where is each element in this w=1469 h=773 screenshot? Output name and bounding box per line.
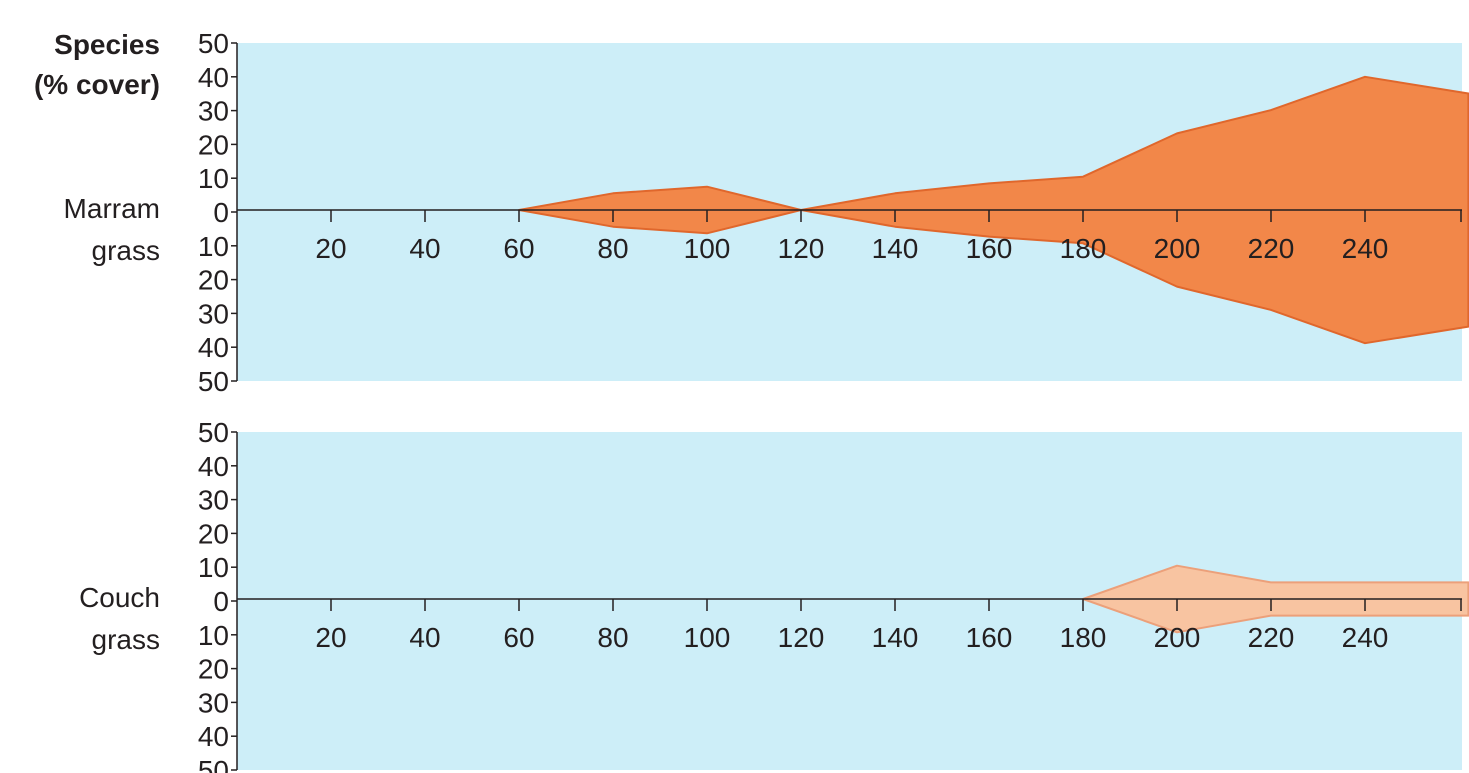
y-tick-label: 30: [198, 687, 229, 718]
y-tick-label: 10: [198, 231, 229, 262]
y-tick-label: 40: [198, 721, 229, 752]
y-tick-label: 0: [213, 586, 229, 617]
x-tick-label: 180: [1060, 233, 1107, 264]
species-label: Couch: [79, 582, 160, 613]
x-tick-label: 160: [966, 233, 1013, 264]
x-tick-label: 200: [1154, 622, 1201, 653]
x-tick-label: 120: [778, 233, 825, 264]
y-tick-label: 30: [198, 96, 229, 127]
x-tick-label: 200: [1154, 233, 1201, 264]
x-tick-label: 100: [684, 233, 731, 264]
y-tick-label: 20: [198, 518, 229, 549]
x-tick-label: 180: [1060, 622, 1107, 653]
y-tick-label: 10: [198, 163, 229, 194]
y-tick-label: 40: [198, 62, 229, 93]
y-tick-label: 40: [198, 451, 229, 482]
species-label: grass: [92, 624, 160, 655]
y-tick-label: 10: [198, 620, 229, 651]
y-tick-label: 0: [213, 197, 229, 228]
species-label: Marram: [64, 193, 160, 224]
y-tick-label: 30: [198, 298, 229, 329]
x-tick-label: 240: [1342, 233, 1389, 264]
y-tick-label: 30: [198, 485, 229, 516]
x-tick-label: 80: [597, 233, 628, 264]
x-tick-label: 40: [409, 233, 440, 264]
y-axis-title: Species: [54, 29, 160, 60]
y-tick-label: 50: [198, 28, 229, 59]
y-tick-label: 20: [198, 129, 229, 160]
y-tick-label: 20: [198, 265, 229, 296]
x-tick-label: 100: [684, 622, 731, 653]
x-tick-label: 20: [315, 233, 346, 264]
x-tick-label: 220: [1248, 233, 1295, 264]
x-tick-label: 140: [872, 233, 919, 264]
x-tick-label: 60: [503, 622, 534, 653]
x-tick-label: 140: [872, 622, 919, 653]
species-label: grass: [92, 235, 160, 266]
x-tick-label: 120: [778, 622, 825, 653]
x-tick-label: 60: [503, 233, 534, 264]
x-tick-label: 220: [1248, 622, 1295, 653]
y-tick-label: 20: [198, 654, 229, 685]
x-tick-label: 20: [315, 622, 346, 653]
y-tick-label: 50: [198, 755, 229, 773]
y-tick-label: 50: [198, 417, 229, 448]
y-tick-label: 50: [198, 366, 229, 397]
y-axis-title: (% cover): [34, 69, 160, 100]
x-tick-label: 80: [597, 622, 628, 653]
x-tick-label: 40: [409, 622, 440, 653]
y-tick-label: 10: [198, 552, 229, 583]
x-tick-label: 160: [966, 622, 1013, 653]
x-tick-label: 240: [1342, 622, 1389, 653]
y-tick-label: 40: [198, 332, 229, 363]
